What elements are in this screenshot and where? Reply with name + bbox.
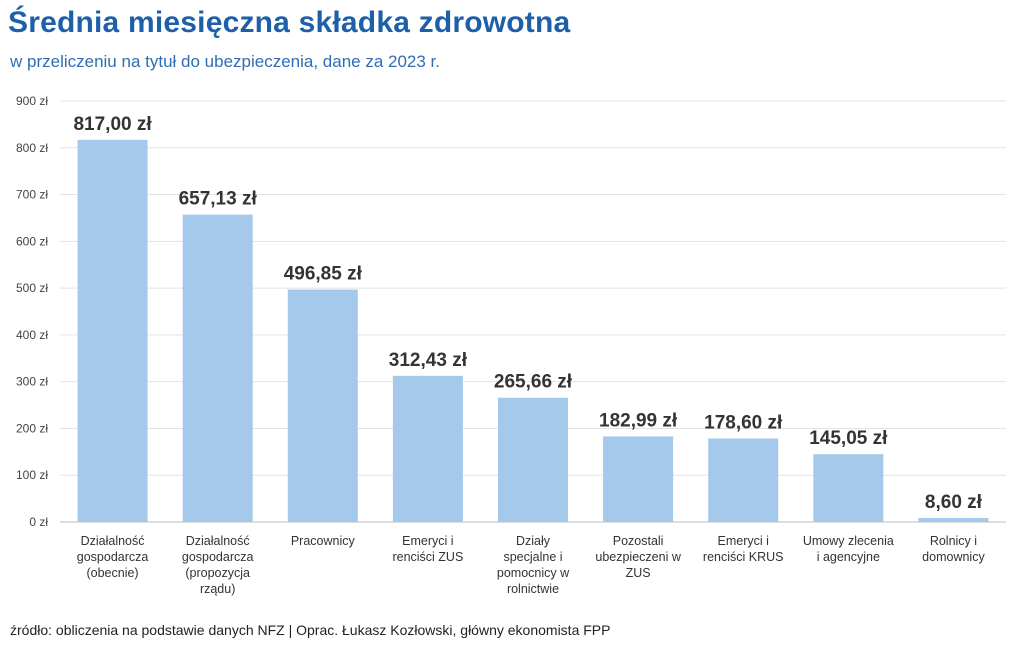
data-label: 182,99 zł bbox=[599, 410, 678, 431]
x-tick-label: Emeryci i renciści ZUS bbox=[392, 534, 463, 564]
x-tick-label-line: Działy bbox=[516, 534, 551, 548]
y-tick-label: 200 zł bbox=[16, 421, 48, 435]
data-label: 657,13 zł bbox=[179, 189, 258, 210]
x-tick-label-line: (obecnie) bbox=[86, 566, 138, 580]
x-tick-label-line: specjalne i bbox=[503, 550, 562, 564]
y-tick-label: 0 zł bbox=[29, 515, 48, 529]
x-tick-label: Rolnicy i domownicy bbox=[922, 534, 985, 564]
x-tick-label-line: gospodarcza bbox=[182, 550, 254, 564]
bar bbox=[77, 139, 148, 522]
data-label: 817,00 zł bbox=[73, 114, 152, 135]
data-label: 265,66 zł bbox=[494, 372, 573, 393]
x-tick-label-line: Emeryci i bbox=[718, 534, 769, 548]
data-label: 178,60 zł bbox=[704, 412, 783, 433]
data-label: 496,85 zł bbox=[284, 264, 363, 285]
x-tick-label-line: ubezpieczeni w bbox=[595, 550, 681, 564]
bar bbox=[603, 436, 674, 522]
bar bbox=[813, 454, 884, 522]
bar bbox=[918, 517, 989, 522]
x-tick-label-line: Działalność bbox=[186, 534, 250, 548]
y-tick-label: 800 zł bbox=[16, 141, 48, 155]
data-label: 8,60 zł bbox=[925, 492, 983, 513]
x-tick-label: Działy specjalne i pomocnicy w rolnictwie bbox=[497, 534, 570, 596]
x-tick-label-line: (propozycja bbox=[185, 566, 250, 580]
x-tick-label: Umowy zlecenia i agencyjne bbox=[803, 534, 894, 564]
chart-title: Średnia miesięczna składka zdrowotna bbox=[8, 6, 571, 39]
y-tick-label: 600 zł bbox=[16, 234, 48, 248]
x-tick-label: Działalność gospodarcza (obecnie) bbox=[77, 534, 149, 580]
y-tick-label: 300 zł bbox=[16, 375, 48, 389]
x-tick-label-line: rządu) bbox=[200, 582, 235, 596]
chart-subtitle: w przeliczeniu na tytuł do ubezpieczenia… bbox=[10, 52, 440, 71]
bar bbox=[498, 397, 568, 522]
data-label: 145,05 zł bbox=[809, 428, 888, 449]
x-tick-label-line: Pozostali bbox=[613, 534, 664, 548]
x-tick-label-line: Emeryci i bbox=[402, 534, 453, 548]
x-tick-label-line: domownicy bbox=[922, 550, 985, 564]
x-tick-label-line: pomocnicy w bbox=[497, 566, 570, 580]
bar bbox=[708, 438, 779, 522]
bar bbox=[287, 289, 358, 522]
x-tick-label: Działalność gospodarcza (propozycja rządu) bbox=[182, 534, 254, 596]
x-tick-label-line: Umowy zlecenia bbox=[803, 534, 894, 548]
x-tick-label: Pracownicy bbox=[291, 534, 356, 548]
x-tick-label-line: renciści ZUS bbox=[392, 550, 463, 564]
source-note: źródło: obliczenia na podstawie danych N… bbox=[10, 622, 611, 638]
y-tick-label: 700 zł bbox=[16, 188, 48, 202]
bar bbox=[182, 214, 253, 522]
data-label: 312,43 zł bbox=[389, 350, 468, 371]
y-tick-label: 100 zł bbox=[16, 468, 48, 482]
y-tick-label: 400 zł bbox=[16, 328, 48, 342]
x-tick-label-line: Pracownicy bbox=[291, 534, 356, 548]
y-tick-label: 500 zł bbox=[16, 281, 48, 295]
x-tick-label-line: gospodarcza bbox=[77, 550, 149, 564]
x-tick-label-line: renciści KRUS bbox=[703, 550, 784, 564]
x-tick-label-line: i agencyjne bbox=[817, 550, 880, 564]
x-tick-label-line: ZUS bbox=[626, 566, 651, 580]
x-tick-label: Emeryci i renciści KRUS bbox=[703, 534, 784, 564]
x-tick-label: Pozostali ubezpieczeni w ZUS bbox=[595, 534, 681, 580]
x-tick-label-line: Rolnicy i bbox=[930, 534, 977, 548]
y-tick-label: 900 zł bbox=[16, 94, 48, 108]
bar bbox=[392, 375, 463, 522]
x-tick-label-line: rolnictwie bbox=[507, 582, 559, 596]
x-tick-label-line: Działalność bbox=[81, 534, 145, 548]
